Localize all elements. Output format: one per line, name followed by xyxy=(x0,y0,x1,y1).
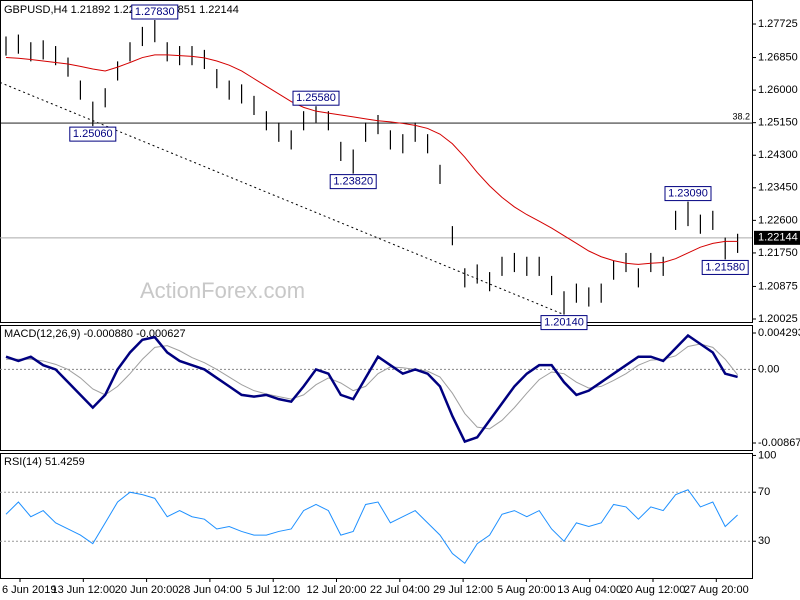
rsi-panel xyxy=(0,453,753,579)
x-tick-label: 22 Jul 04:00 xyxy=(370,584,430,596)
chart-title: GBPUSD,H4 1.21892 1.22250 1.21851 1.2214… xyxy=(4,4,239,16)
rsi-line xyxy=(5,489,738,565)
y-tick-label: 1.27725 xyxy=(758,18,798,30)
y-tick-label: 1.26000 xyxy=(758,84,798,96)
x-tick-label: 20 Aug 12:00 xyxy=(621,584,686,596)
y-tick-label: 1.22600 xyxy=(758,214,798,226)
annotation-label: 1.23090 xyxy=(668,187,708,199)
annotation-label: 1.21580 xyxy=(705,261,745,273)
trendline xyxy=(0,81,565,316)
last-price-label: 1.22144 xyxy=(758,232,798,244)
y-tick-label: 100 xyxy=(758,449,776,461)
last-price-box xyxy=(754,230,800,245)
annotation-label: 1.25580 xyxy=(296,92,336,104)
annotation-box xyxy=(131,4,179,20)
y-tick-label: 1.20025 xyxy=(758,313,798,325)
annotation-box xyxy=(329,174,377,190)
y-tick-label: 1.20875 xyxy=(758,280,798,292)
watermark: ActionForex.com xyxy=(140,278,305,303)
macd-panel xyxy=(0,325,753,451)
macd-signal xyxy=(6,343,738,430)
y-tick-label: 30 xyxy=(758,535,770,547)
rsi-title: RSI(14) 51.4259 xyxy=(4,456,85,468)
x-tick-label: 5 Aug 20:00 xyxy=(497,584,556,596)
y-tick-label: 1.26850 xyxy=(758,51,798,63)
y-tick-label: -0.00867 xyxy=(758,437,800,449)
x-tick-label: 29 Jul 12:00 xyxy=(433,584,493,596)
annotation-box xyxy=(664,186,712,202)
y-tick-label: 1.24300 xyxy=(758,149,798,161)
annotation-box xyxy=(69,126,117,142)
y-tick-label: 1.23450 xyxy=(758,182,798,194)
y-tick-label: 1.21750 xyxy=(758,247,798,259)
x-tick-label: 28 Jun 04:00 xyxy=(178,584,242,596)
main-panel xyxy=(0,0,753,323)
annotation-label: 1.20140 xyxy=(544,317,584,329)
x-tick-label: 20 Jun 20:00 xyxy=(115,584,179,596)
fib-label: 38.2 xyxy=(732,111,750,121)
y-tick-label: 0.004293 xyxy=(758,327,800,339)
annotation-label: 1.23820 xyxy=(333,176,373,188)
moving-average xyxy=(5,54,738,265)
y-tick-label: 0.00 xyxy=(758,363,779,375)
annotation-box xyxy=(292,90,340,106)
x-tick-label: 13 Aug 04:00 xyxy=(557,584,622,596)
y-tick-label: 1.25150 xyxy=(758,117,798,129)
x-tick-label: 12 Jul 20:00 xyxy=(307,584,367,596)
annotation-box xyxy=(540,315,588,331)
x-tick-label: 27 Aug 20:00 xyxy=(684,584,749,596)
annotation-label: 1.25060 xyxy=(73,128,113,140)
x-tick-label: 6 Jun 2019 xyxy=(2,584,56,596)
macd-main xyxy=(5,333,738,444)
macd-title: MACD(12,26,9) -0.000880 -0.000627 xyxy=(4,328,186,340)
annotation-box xyxy=(701,259,749,275)
x-tick-label: 13 Jun 12:00 xyxy=(51,584,115,596)
y-tick-label: 70 xyxy=(758,486,770,498)
annotation-label: 1.27830 xyxy=(135,6,175,18)
x-tick-label: 5 Jul 12:00 xyxy=(246,584,300,596)
